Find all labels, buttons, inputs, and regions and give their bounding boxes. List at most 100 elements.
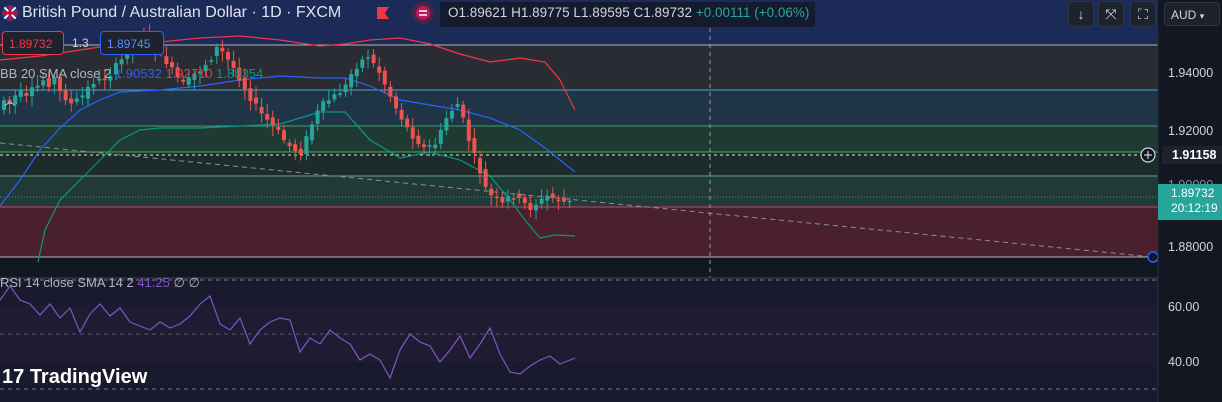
candle-body: [494, 196, 499, 199]
candle-body: [405, 118, 410, 128]
candle-body: [41, 80, 46, 86]
candle-body: [472, 138, 477, 154]
tradingview-logo[interactable]: 17 TradingView: [2, 366, 147, 389]
rsi-extra-2: ∅: [188, 275, 200, 290]
candle-body: [80, 95, 85, 98]
candle-body: [209, 60, 214, 62]
candle-body: [265, 114, 270, 120]
candle-body: [562, 197, 566, 202]
candle-body: [108, 76, 113, 81]
candle-body: [114, 63, 118, 75]
crosshair-plus-icon[interactable]: [1140, 147, 1156, 163]
candle-body: [506, 196, 510, 202]
candle-body: [125, 54, 130, 59]
candle-body: [567, 200, 572, 203]
arrow-down-icon[interactable]: ↓: [1068, 1, 1094, 27]
price-axis-label: 1.94000: [1168, 66, 1214, 80]
chevron-down-icon: ▾: [1199, 11, 1205, 21]
screenshot-icon[interactable]: ⛶: [1130, 1, 1156, 27]
candle-body: [254, 97, 258, 104]
candle-body: [338, 93, 342, 95]
candle-body: [326, 100, 331, 104]
candle-body: [394, 96, 398, 109]
candle-body: [450, 110, 454, 119]
spread-value: 1.3: [72, 36, 89, 50]
candle-body: [97, 78, 102, 81]
fullscreen-icon[interactable]: ⤧: [1098, 1, 1124, 27]
candle-body: [343, 84, 348, 93]
zone-band-green-2: [0, 176, 1158, 207]
candle-body: [175, 67, 180, 78]
candle-body: [556, 199, 561, 202]
sell-button[interactable]: 1.89732: [2, 31, 64, 55]
current-price-label: 1.89732 20:12:19: [1158, 184, 1222, 220]
candle-body: [478, 158, 482, 174]
candle-body: [2, 100, 6, 110]
candle-body: [237, 67, 242, 81]
candle-body: [433, 144, 438, 148]
low-label: L: [573, 5, 581, 20]
candle-body: [203, 64, 208, 72]
trend-line-handle[interactable]: [1147, 251, 1159, 263]
candle-body: [399, 109, 404, 120]
currency-selector[interactable]: AUD ▾: [1164, 2, 1220, 26]
candle-body: [276, 126, 281, 130]
candle-body: [388, 86, 393, 97]
tradingview-logo-icon: 17: [2, 366, 25, 388]
high-label: H: [511, 5, 521, 20]
bar-countdown: 20:12:19: [1171, 201, 1218, 215]
zone-band-dark-green: [0, 152, 1158, 176]
zone-band-teal: [0, 90, 1158, 126]
candle-body: [382, 70, 387, 85]
rsi-line: [0, 284, 576, 380]
candle-body: [332, 94, 337, 100]
candle-body: [226, 52, 230, 60]
candle-body: [259, 106, 264, 114]
candle-body: [13, 95, 18, 105]
candle-body: [186, 77, 191, 85]
price-axis-label: 1.88000: [1168, 240, 1214, 254]
candle-body: [539, 198, 544, 204]
candle-body: [164, 56, 169, 64]
zone-band-gray: [0, 45, 1158, 90]
candle-body: [298, 148, 303, 155]
tradingview-logo-text: TradingView: [29, 366, 148, 388]
rsi-legend[interactable]: RSI 14 close SMA 14 2 41.25 ∅ ∅: [0, 275, 200, 291]
close-label: C: [633, 5, 644, 20]
candle-body: [287, 142, 292, 147]
candle-body: [534, 205, 538, 211]
candle-body: [24, 93, 29, 96]
bb-legend[interactable]: BB 20 SMA close 2 1.90532 1.92710 1.8835…: [0, 66, 263, 81]
candle-body: [102, 78, 107, 81]
open-label: O: [448, 5, 459, 20]
candle-body: [231, 60, 236, 68]
bb-basis-line: [0, 75, 576, 207]
candlestick-series[interactable]: [2, 24, 572, 220]
candle-body: [427, 145, 432, 147]
rsi-axis-label: 60.00: [1168, 300, 1200, 314]
candle-body: [321, 101, 326, 111]
candle-body: [522, 197, 527, 203]
bb-lower-line: [37, 111, 576, 263]
candle-body: [360, 59, 365, 68]
symbol-title[interactable]: British Pound / Australian Dollar · 1D ·…: [22, 4, 342, 21]
candle-body: [422, 144, 426, 148]
candle-body: [371, 54, 376, 64]
candle-body: [315, 110, 320, 124]
candle-body: [466, 119, 471, 142]
bb-label: BB 20 SMA close 2: [0, 66, 112, 81]
candle-body: [69, 98, 74, 104]
alert-icon[interactable]: [375, 5, 391, 21]
candle-body: [410, 127, 415, 139]
candle-body: [119, 59, 124, 65]
collapse-icon[interactable]: ︿: [4, 94, 17, 108]
price-axis-label: 1.92000: [1168, 124, 1214, 138]
candle-body: [461, 104, 466, 118]
candle-body: [489, 188, 494, 196]
buy-button[interactable]: 1.89745: [100, 31, 164, 55]
indicator-toggle-icon[interactable]: [412, 2, 434, 24]
open-value: 1.89621: [458, 5, 508, 20]
candle-body: [220, 47, 225, 52]
trend-line[interactable]: [0, 142, 1154, 258]
